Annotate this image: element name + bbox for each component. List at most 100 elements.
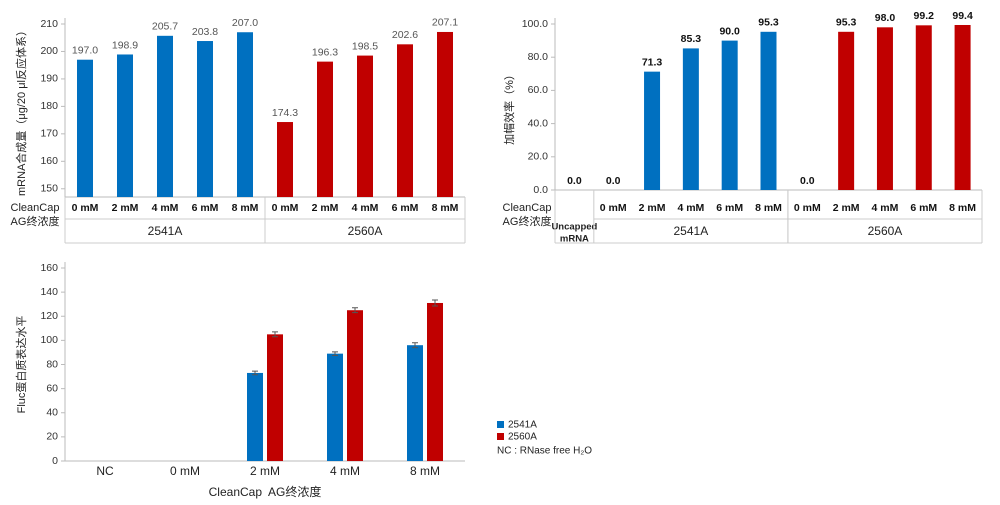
bar (157, 35, 173, 197)
row-label: CleanCap (11, 202, 60, 214)
legend-swatch (497, 421, 504, 428)
y-tick-label: 140 (40, 286, 58, 298)
x-tick-label: 4 mM (152, 202, 179, 214)
y-tick-label: 170 (40, 128, 58, 140)
x-tick-label: 2 mM (312, 202, 339, 214)
y-tick-label: 150 (40, 183, 58, 195)
data-label: 99.4 (952, 10, 973, 22)
data-label: 203.8 (192, 26, 218, 38)
x-tick-label: 0 mM (272, 202, 299, 214)
y-tick-label: 40.0 (528, 117, 549, 129)
bar (317, 61, 333, 197)
bar (644, 71, 661, 190)
data-label: 174.3 (272, 107, 298, 119)
note: NC : RNase free H₂O (497, 446, 592, 457)
x-tick-label: NC (96, 464, 114, 478)
y-tick-label: 160 (40, 262, 58, 274)
bar (721, 40, 738, 190)
x-tick-label: 4 mM (872, 202, 899, 214)
y-tick-label: 200 (40, 45, 58, 57)
bar (267, 334, 283, 461)
group-label: Uncapped (551, 222, 597, 233)
x-tick-label: 6 mM (910, 202, 937, 214)
bar (117, 54, 133, 197)
x-tick-label: 0 mM (170, 464, 200, 478)
data-label: 198.9 (112, 39, 138, 51)
bar (357, 55, 373, 198)
bar (197, 41, 213, 198)
y-tick-label: 60 (46, 382, 58, 394)
bar (876, 27, 893, 190)
data-label: 202.6 (392, 29, 418, 41)
y-tick-label: 160 (40, 155, 58, 167)
data-label: 99.2 (914, 10, 935, 22)
x-tick-label: 6 mM (192, 202, 219, 214)
error-bar (252, 370, 258, 376)
bar (237, 32, 253, 197)
data-label: 205.7 (152, 21, 178, 33)
error-bar (412, 342, 418, 349)
x-tick-label: 8 mM (949, 202, 976, 214)
x-axis-title: CleanCap AG终浓度 (209, 484, 322, 499)
x-tick-label: 0 mM (794, 202, 821, 214)
data-label: 0.0 (606, 175, 621, 187)
data-label: 198.5 (352, 40, 378, 52)
data-label: 207.1 (432, 17, 458, 29)
bar (327, 353, 343, 461)
y-tick-label: 100.0 (522, 18, 548, 30)
data-label: 207.0 (232, 17, 258, 29)
bar (954, 24, 971, 190)
data-label: 71.3 (642, 56, 663, 68)
group-label: 2541A (674, 224, 709, 238)
row-label: AG终浓度 (11, 214, 60, 228)
y-tick-label: 40 (46, 407, 58, 419)
bar (437, 31, 453, 198)
x-tick-label: 6 mM (392, 202, 419, 214)
x-tick-label: 4 mM (352, 202, 379, 214)
y-tick-label: 20.0 (528, 151, 549, 163)
x-tick-label: 8 mM (432, 202, 459, 214)
y-tick-label: 60.0 (528, 84, 549, 96)
bar (347, 310, 363, 461)
x-tick-label: 6 mM (716, 202, 743, 214)
x-tick-label: 4 mM (330, 464, 360, 478)
y-axis-title: 加帽效率（%） (502, 69, 516, 145)
data-label: 90.0 (719, 25, 740, 37)
bar (247, 372, 263, 461)
x-tick-label: 2 mM (112, 202, 139, 214)
y-tick-label: 120 (40, 310, 58, 322)
legend-swatch (497, 433, 504, 440)
group-label: 2541A (148, 224, 183, 238)
bar (915, 25, 932, 190)
y-tick-label: 80.0 (528, 51, 549, 63)
y-tick-label: 0.0 (533, 184, 548, 196)
y-tick-label: 0 (52, 455, 58, 467)
x-tick-label: 2 mM (250, 464, 280, 478)
y-tick-label: 80 (46, 358, 58, 370)
data-label: 0.0 (567, 175, 582, 187)
bar (407, 345, 423, 461)
x-tick-label: 0 mM (600, 202, 627, 214)
x-tick-label: 8 mM (410, 464, 440, 478)
bar (427, 302, 443, 461)
row-label: AG终浓度 (503, 214, 552, 228)
data-label: 197.0 (72, 44, 98, 56)
bar (760, 31, 777, 190)
y-tick-label: 190 (40, 73, 58, 85)
data-label: 95.3 (836, 17, 857, 29)
bar (277, 122, 293, 197)
bar (77, 59, 93, 198)
x-tick-label: 0 mM (72, 202, 99, 214)
bar (838, 31, 855, 190)
data-label: 95.3 (758, 17, 779, 29)
bar (397, 44, 413, 198)
y-tick-label: 100 (40, 334, 58, 346)
y-axis-title: Fluc蛋白质表达水平 (14, 316, 28, 414)
row-label: CleanCap (503, 202, 552, 214)
group-label: 2560A (348, 224, 383, 238)
x-tick-label: 8 mM (755, 202, 782, 214)
y-axis-title: mRNA合成量（μg/20 μl反应体系） (14, 25, 28, 196)
group-label: mRNA (560, 234, 589, 245)
data-label: 98.0 (875, 12, 896, 24)
